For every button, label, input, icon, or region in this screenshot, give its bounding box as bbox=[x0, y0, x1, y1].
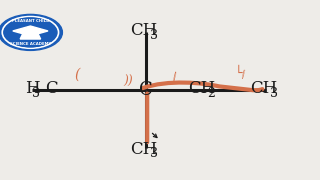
Text: SCIENCE ACADEMY: SCIENCE ACADEMY bbox=[10, 42, 51, 46]
Text: 3: 3 bbox=[150, 147, 158, 160]
Text: C: C bbox=[45, 80, 57, 97]
Text: 3: 3 bbox=[150, 29, 158, 42]
Text: 2: 2 bbox=[207, 87, 215, 100]
Circle shape bbox=[5, 18, 56, 47]
Text: /: / bbox=[241, 69, 245, 80]
Circle shape bbox=[0, 14, 62, 50]
Text: PLEASANT CHILD: PLEASANT CHILD bbox=[12, 19, 49, 23]
Text: 3: 3 bbox=[270, 87, 278, 100]
Polygon shape bbox=[13, 26, 48, 36]
Text: CH: CH bbox=[250, 80, 278, 97]
Text: CH: CH bbox=[130, 22, 158, 39]
Text: C: C bbox=[139, 81, 152, 99]
Text: CH: CH bbox=[188, 80, 215, 97]
Text: └: └ bbox=[235, 67, 242, 80]
Text: )): )) bbox=[123, 75, 133, 88]
Text: /: / bbox=[172, 70, 177, 83]
Text: 3: 3 bbox=[32, 87, 40, 100]
Polygon shape bbox=[20, 33, 41, 39]
Text: CH: CH bbox=[130, 141, 158, 158]
Text: (: ( bbox=[74, 68, 79, 82]
Text: H: H bbox=[25, 80, 40, 97]
